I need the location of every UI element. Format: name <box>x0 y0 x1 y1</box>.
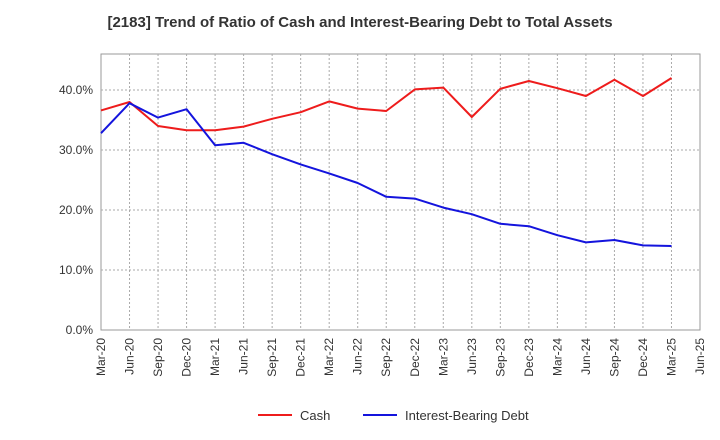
x-tick-label: Mar-25 <box>664 338 678 376</box>
x-tick-label: Sep-24 <box>607 338 621 377</box>
x-tick-label: Mar-23 <box>436 338 450 376</box>
x-tick-label: Sep-23 <box>493 338 507 377</box>
y-tick-label: 0.0% <box>66 323 94 337</box>
x-tick-label: Jun-23 <box>465 338 479 375</box>
legend-label: Interest-Bearing Debt <box>405 408 529 423</box>
x-tick-label: Dec-22 <box>408 338 422 377</box>
x-tick-label: Sep-20 <box>151 338 165 377</box>
y-tick-label: 40.0% <box>59 83 93 97</box>
y-tick-label: 10.0% <box>59 263 93 277</box>
x-tick-label: Mar-20 <box>94 338 108 376</box>
y-tick-label: 30.0% <box>59 143 93 157</box>
x-tick-label: Jun-20 <box>123 338 137 375</box>
legend-label: Cash <box>300 408 330 423</box>
x-tick-label: Jun-25 <box>693 338 707 375</box>
series-line-cash <box>100 77 673 132</box>
x-tick-label: Dec-20 <box>180 338 194 377</box>
plot-area <box>100 53 701 331</box>
x-tick-label: Jun-22 <box>351 338 365 375</box>
x-tick-label: Jun-24 <box>579 338 593 375</box>
y-tick-label: 20.0% <box>59 203 93 217</box>
x-tick-label: Mar-21 <box>208 338 222 376</box>
series-line-interest-bearing-debt <box>100 102 672 247</box>
chart-title: [2183] Trend of Ratio of Cash and Intere… <box>107 14 613 31</box>
x-tick-label: Dec-21 <box>294 338 308 377</box>
x-tick-label: Sep-21 <box>265 338 279 377</box>
x-tick-label: Mar-24 <box>550 338 564 376</box>
x-tick-label: Dec-23 <box>522 338 536 377</box>
x-tick-label: Jun-21 <box>237 338 251 375</box>
x-tick-label: Mar-22 <box>322 338 336 376</box>
x-tick-label: Sep-22 <box>379 338 393 377</box>
x-tick-label: Dec-24 <box>636 338 650 377</box>
